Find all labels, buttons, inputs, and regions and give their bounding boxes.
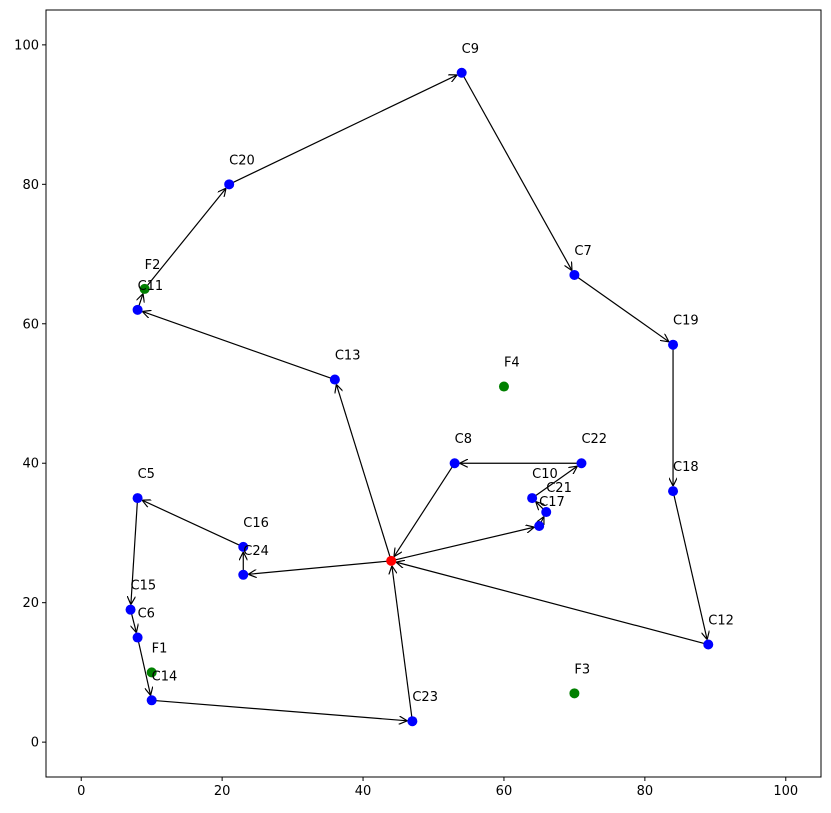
customer-point [238, 541, 249, 552]
customer-label: C22 [581, 432, 607, 447]
route-arrow [461, 72, 572, 271]
customer-point [329, 374, 340, 385]
x-tick-label: 0 [77, 784, 85, 799]
route-arcs [131, 72, 709, 722]
customer-label: C13 [335, 349, 361, 364]
customer-point [146, 695, 157, 706]
customer-point [668, 339, 679, 350]
customer-point [449, 458, 460, 469]
customer-point [132, 632, 143, 643]
customer-label: C14 [152, 669, 178, 684]
customer-label: C8 [455, 432, 472, 447]
y-tick-label: 20 [22, 596, 39, 611]
x-tick-label: 80 [637, 784, 654, 799]
customer-label: C21 [546, 481, 572, 496]
customer-point [407, 716, 418, 727]
y-tick-label: 0 [31, 736, 39, 751]
route-arrow [394, 462, 456, 556]
facility-label: F4 [504, 356, 520, 371]
route-arrow [151, 699, 408, 721]
data-points [125, 67, 714, 727]
point-labels: C5 C6 C7 C8 C9 C10 C11 C12 C13 C14 C15 C16 C17 C18 C19… [131, 42, 734, 705]
facility-point [569, 688, 580, 699]
x-tick-label: 20 [214, 784, 231, 799]
x-tick-label: 40 [355, 784, 372, 799]
customer-point [224, 179, 235, 190]
customer-point [527, 493, 538, 504]
y-tick-label: 80 [22, 178, 39, 193]
axes: 0 20 40 60 80 100 0 20 40 60 80 100 [14, 9, 822, 799]
customer-label: C10 [532, 467, 558, 482]
customer-point [569, 269, 580, 280]
facility-point [139, 283, 150, 294]
customer-label: C19 [673, 314, 699, 329]
customer-label: C6 [138, 607, 155, 622]
customer-label: C9 [462, 42, 479, 57]
x-tick-label: 100 [773, 784, 798, 799]
facility-label: F2 [145, 258, 161, 273]
customer-label: C15 [131, 579, 157, 594]
customer-label: C24 [243, 544, 269, 559]
customer-point [703, 639, 714, 650]
customer-label: C5 [138, 467, 155, 482]
y-tick-label: 40 [22, 457, 39, 472]
customer-label: C23 [412, 690, 438, 705]
depot-point [386, 555, 397, 566]
customer-point [125, 604, 136, 615]
customer-point [132, 493, 143, 504]
y-tick-label: 60 [22, 317, 39, 332]
facility-point [498, 381, 509, 392]
customer-point [541, 507, 552, 518]
route-arrow [144, 188, 226, 290]
customer-label: C7 [574, 244, 591, 259]
customer-point [534, 520, 545, 531]
route-arrow [392, 566, 413, 722]
route-arrow [248, 560, 392, 574]
route-arrow [142, 311, 336, 381]
route-arrow [228, 75, 457, 185]
facility-point [146, 667, 157, 678]
route-arrow [142, 500, 244, 548]
route-arrow [396, 562, 709, 646]
customer-label: C12 [708, 614, 734, 629]
route-arrow [137, 637, 151, 696]
customer-point [668, 486, 679, 497]
x-tick-label: 60 [496, 784, 513, 799]
customer-point [132, 304, 143, 315]
y-tick-label: 100 [14, 38, 39, 53]
customer-point [238, 569, 249, 580]
route-arrow [131, 498, 139, 605]
customer-label: C17 [539, 495, 565, 510]
facility-label: F3 [574, 662, 590, 677]
customer-label: C11 [138, 279, 164, 294]
customer-label: C16 [243, 516, 269, 531]
customer-point [456, 67, 467, 78]
customer-point [576, 458, 587, 469]
route-arrow [672, 490, 707, 640]
route-arrow [391, 527, 534, 562]
customer-label: C18 [673, 460, 699, 475]
customer-label: C20 [229, 153, 255, 168]
route-arrow [574, 274, 669, 342]
route-arrow [531, 466, 577, 499]
route-arrow [336, 384, 392, 562]
plot-frame [45, 9, 822, 778]
facility-label: F1 [152, 641, 168, 656]
